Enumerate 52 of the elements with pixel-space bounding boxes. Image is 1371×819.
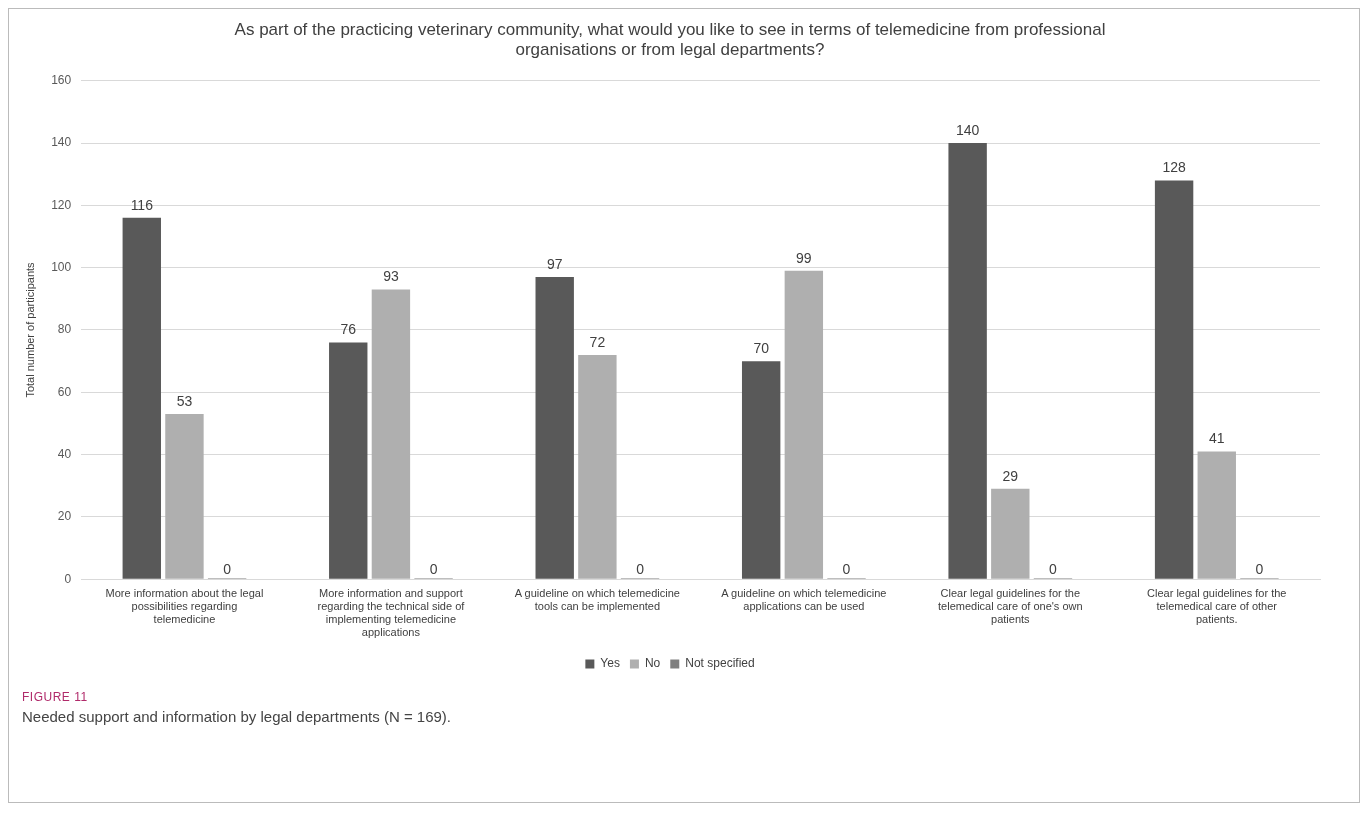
caption: FIGURE 11 <box>22 690 89 704</box>
legend-label: No <box>644 656 661 671</box>
y-tick-label: 100 <box>51 260 72 275</box>
data-label: 93 <box>383 268 399 285</box>
data-label: 72 <box>589 333 606 350</box>
y-tick-label: 60 <box>57 384 72 399</box>
data-label: 0 <box>429 561 438 578</box>
bar <box>535 277 574 579</box>
bar <box>578 354 617 579</box>
x-tick-label: A guideline on which telemedicine applications can be used <box>721 586 887 613</box>
chart-title: As part of the practicing veterinary community, what would you like to see in terms of telemedicine from professional organisations or from legal departments? <box>234 19 1106 60</box>
y-tick-label: 20 <box>57 509 72 524</box>
y-tick-label: 120 <box>51 197 72 212</box>
data-label: 70 <box>753 340 770 357</box>
data-label: 0 <box>223 561 232 578</box>
data-label: 99 <box>796 249 812 266</box>
data-label: 53 <box>176 392 193 409</box>
data-label: 140 <box>955 121 980 138</box>
bar <box>991 488 1030 579</box>
x-tick-label: More information and support regarding the technical side of implementing telemedicine applications <box>317 586 466 639</box>
bar <box>784 270 824 579</box>
bar <box>1197 451 1236 579</box>
legend-label: Not specified <box>685 656 755 671</box>
data-label: 0 <box>636 561 645 578</box>
bar <box>165 414 204 579</box>
y-tick-label: 0 <box>64 571 72 586</box>
bar <box>371 289 411 579</box>
bar <box>329 342 368 579</box>
bar <box>741 361 781 579</box>
data-label: 0 <box>842 561 851 578</box>
y-tick-label: 80 <box>57 322 72 337</box>
y-tick-label: 160 <box>51 73 72 88</box>
data-label: 128 <box>1162 159 1186 176</box>
x-tick-label: More information about the legal possibilities regarding telemedicine <box>105 586 264 626</box>
y-axis-title: Total number of participants <box>23 261 36 398</box>
y-tick-label: 140 <box>51 135 72 150</box>
data-label: 0 <box>1255 561 1264 578</box>
x-tick-label: Clear legal guidelines for the telemedical care of one's own patients <box>938 586 1083 626</box>
data-label: 41 <box>1208 430 1225 447</box>
data-label: 0 <box>1049 561 1058 578</box>
text: Needed support and information by legal departments (N = 169). <box>22 708 452 725</box>
x-tick-label: Clear legal guidelines for the telemedical care of other patients. <box>1147 586 1287 626</box>
data-label: 29 <box>1002 467 1019 484</box>
data-label: 116 <box>130 196 154 213</box>
data-label: 76 <box>340 321 357 338</box>
bar <box>1154 180 1194 579</box>
bar <box>948 143 987 579</box>
data-label: 97 <box>546 255 563 272</box>
legend-label: Yes <box>600 656 620 671</box>
bar <box>122 217 161 579</box>
x-tick-label: A guideline on which telemedicine tools can be implemented <box>514 586 680 613</box>
y-tick-label: 40 <box>57 446 72 461</box>
